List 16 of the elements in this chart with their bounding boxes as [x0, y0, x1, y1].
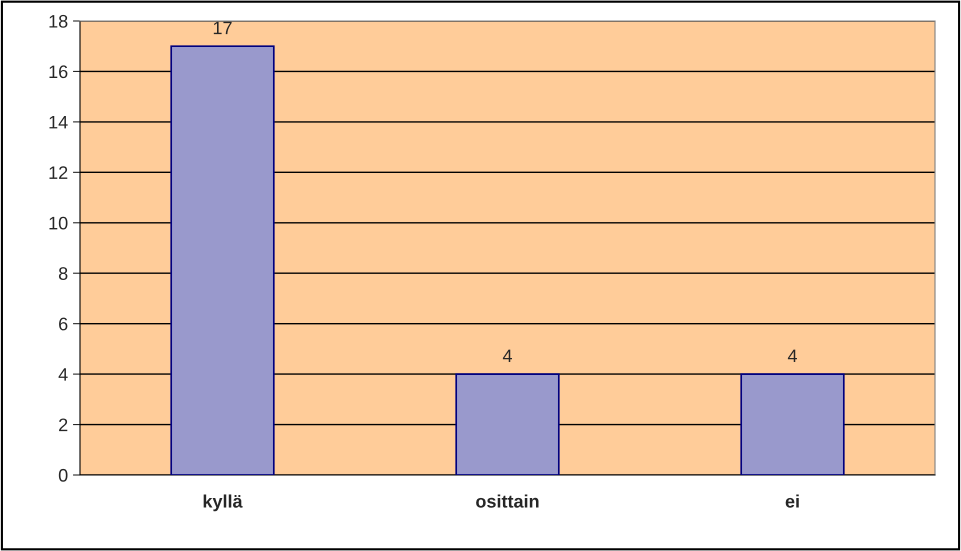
x-tick-label: kyllä [204, 494, 243, 512]
x-tick-label: ei [786, 494, 799, 508]
y-tick-label: 16 [49, 65, 68, 78]
y-tick-label: 18 [49, 14, 68, 28]
data-label: 4 [788, 350, 797, 362]
y-tick-label: 8 [58, 267, 68, 280]
y-tick-label: 2 [59, 418, 68, 432]
data-label: 4 [502, 350, 512, 362]
y-tick-label: 0 [58, 468, 68, 482]
y-tick-label: 10 [49, 216, 68, 230]
data-label: 17 [214, 22, 232, 34]
y-tick-label: 12 [49, 166, 68, 179]
y-tick-label: 14 [49, 116, 68, 128]
y-tick-label: 4 [58, 368, 68, 381]
x-tick-label: osittain [476, 494, 538, 508]
y-tick-label: 6 [59, 318, 68, 330]
